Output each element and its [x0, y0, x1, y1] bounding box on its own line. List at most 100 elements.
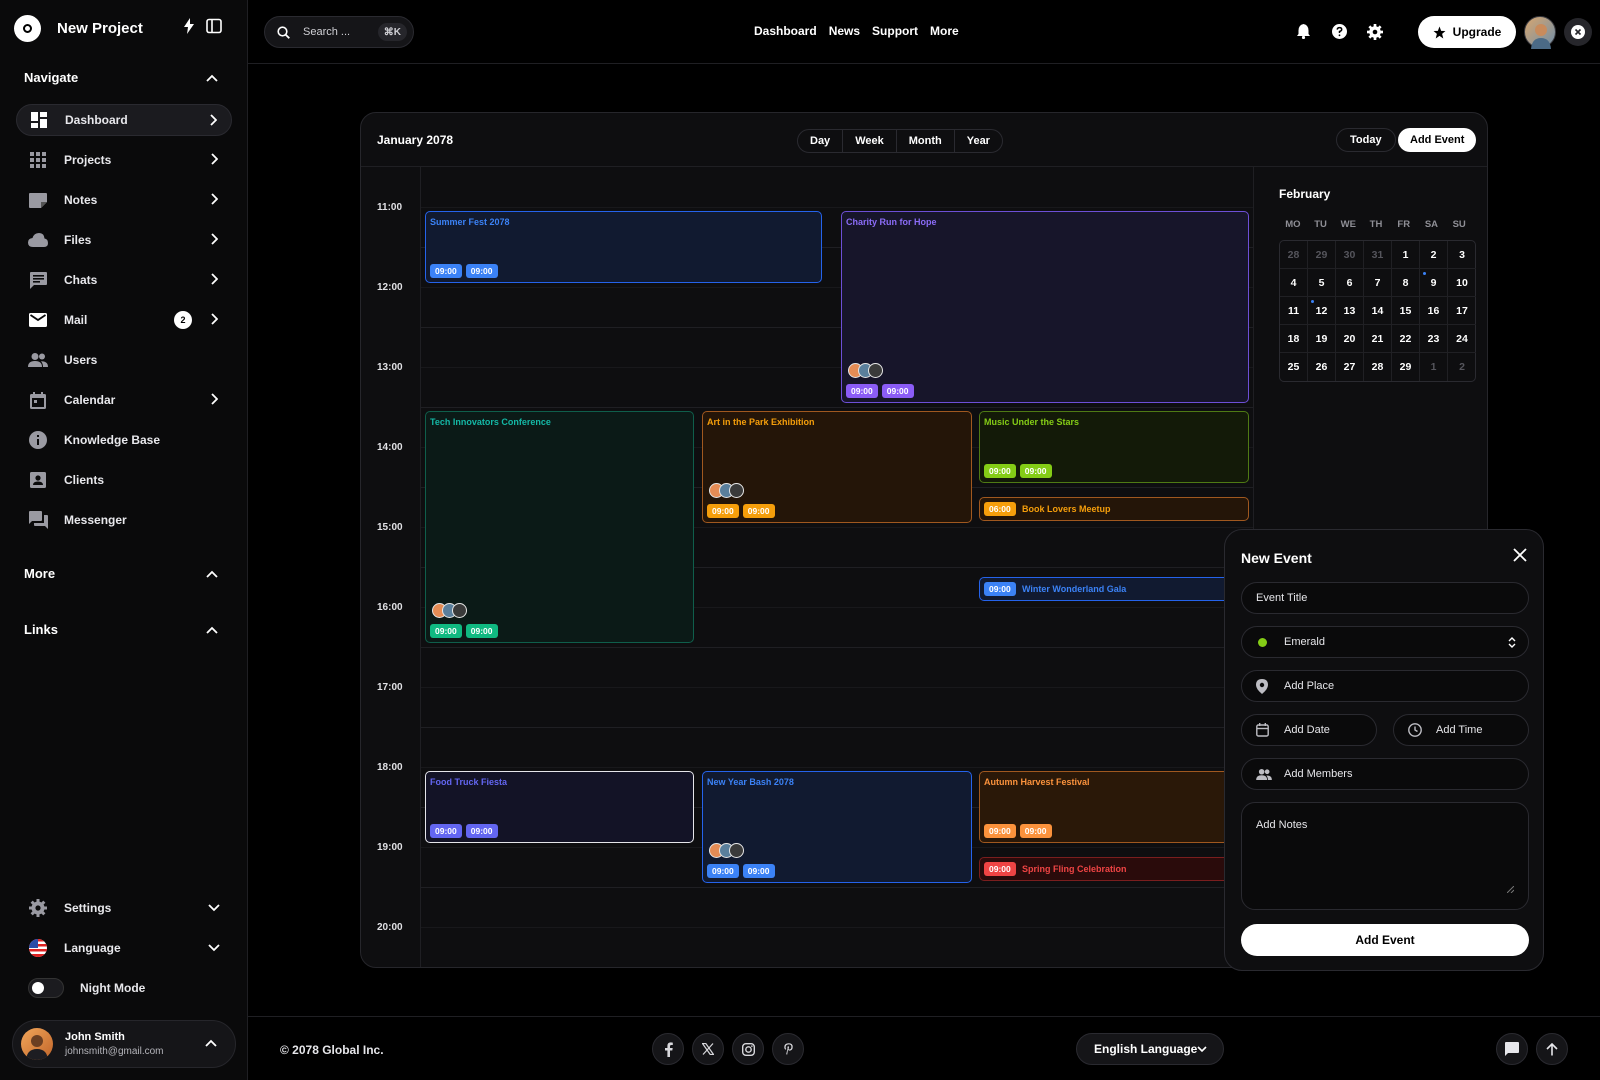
sidebar-item-chats[interactable]: Chats [16, 264, 232, 296]
day-cell[interactable]: 13 [1336, 297, 1364, 325]
language-item[interactable]: Language [28, 938, 220, 958]
day-cell[interactable]: 21 [1364, 325, 1392, 353]
day-cell[interactable]: 20 [1336, 325, 1364, 353]
event-card[interactable]: Charity Run for Hope 09:00 09:00 [841, 211, 1249, 403]
day-cell[interactable]: 18 [1280, 325, 1308, 353]
day-cell[interactable]: 30 [1336, 241, 1364, 269]
day-cell[interactable]: 31 [1364, 241, 1392, 269]
color-select[interactable]: Emerald [1241, 626, 1529, 658]
day-cell[interactable]: 12 [1308, 297, 1336, 325]
day-cell[interactable]: 17 [1448, 297, 1476, 325]
night-mode-item[interactable]: Night Mode [28, 978, 220, 998]
night-mode-toggle[interactable] [28, 978, 64, 998]
user-card[interactable]: John Smith johnsmith@gmail.com [12, 1020, 236, 1068]
tab-day[interactable]: Day [798, 130, 844, 152]
day-cell[interactable]: 23 [1420, 325, 1448, 353]
day-cell[interactable]: 24 [1448, 325, 1476, 353]
gear-icon[interactable] [1367, 24, 1383, 40]
day-cell[interactable]: 4 [1280, 269, 1308, 297]
event-card[interactable]: Music Under the Stars 09:00 09:00 [979, 411, 1249, 483]
event-title-input[interactable]: Event Title [1241, 582, 1529, 614]
day-cell[interactable]: 19 [1308, 325, 1336, 353]
tab-week[interactable]: Week [843, 130, 897, 152]
avatar[interactable] [1524, 16, 1556, 49]
event-card[interactable]: 09:00 Winter Wonderland Gala [979, 577, 1249, 601]
links-section-header[interactable]: Links [24, 622, 224, 637]
day-cell[interactable]: 29 [1392, 353, 1420, 381]
day-cell[interactable]: 3 [1448, 241, 1476, 269]
scroll-top-button[interactable] [1536, 1033, 1568, 1065]
navigate-section-header[interactable]: Navigate [24, 70, 224, 85]
sidebar-item-files[interactable]: Files [16, 224, 232, 256]
event-card[interactable]: Summer Fest 2078 09:00 09:00 [425, 211, 822, 283]
chat-button[interactable] [1496, 1033, 1528, 1065]
day-cell[interactable]: 14 [1364, 297, 1392, 325]
sidebar-item-knowledge-base[interactable]: Knowledge Base [16, 424, 232, 456]
day-cell[interactable]: 9 [1420, 269, 1448, 297]
pinterest-link[interactable] [772, 1033, 804, 1065]
day-cell[interactable]: 5 [1308, 269, 1336, 297]
bell-icon[interactable] [1297, 24, 1310, 39]
help-icon[interactable] [1332, 24, 1347, 39]
day-cell[interactable]: 22 [1392, 325, 1420, 353]
sidebar-item-users[interactable]: Users [16, 344, 232, 376]
day-cell[interactable]: 8 [1392, 269, 1420, 297]
sidebar-item-mail[interactable]: Mail 2 [16, 304, 232, 336]
instagram-link[interactable] [732, 1033, 764, 1065]
day-cell[interactable]: 11 [1280, 297, 1308, 325]
today-button[interactable]: Today [1336, 128, 1396, 152]
day-cell[interactable]: 2 [1459, 361, 1465, 373]
day-cell[interactable]: 1 [1420, 353, 1448, 381]
top-nav-more[interactable]: More [930, 24, 959, 38]
logo[interactable] [14, 14, 41, 42]
sidebar-item-notes[interactable]: Notes [16, 184, 232, 216]
add-event-button[interactable]: Add Event [1398, 128, 1477, 152]
event-card[interactable]: Art in the Park Exhibition 09:00 09:00 [702, 411, 972, 523]
event-card[interactable]: Food Truck Fiesta 09:00 09:00 [425, 771, 694, 843]
top-nav-support[interactable]: Support [872, 24, 919, 38]
add-event-submit-button[interactable]: Add Event [1241, 924, 1529, 956]
day-cell[interactable]: 7 [1364, 269, 1392, 297]
day-cell[interactable]: 29 [1308, 241, 1336, 269]
day-cell[interactable]: 28 [1364, 353, 1392, 381]
members-input[interactable]: Add Members [1241, 758, 1529, 790]
event-card[interactable]: New Year Bash 2078 09:00 09:00 [702, 771, 972, 883]
event-card[interactable]: Autumn Harvest Festival 09:00 09:00 [979, 771, 1249, 843]
upgrade-button[interactable]: Upgrade [1418, 16, 1516, 48]
x-link[interactable] [692, 1033, 724, 1065]
place-input[interactable]: Add Place [1241, 670, 1529, 702]
day-cell[interactable]: 2 [1420, 241, 1448, 269]
day-cell[interactable]: 6 [1336, 269, 1364, 297]
day-cell[interactable]: 27 [1336, 353, 1364, 381]
day-cell[interactable]: 1 [1392, 241, 1420, 269]
event-card[interactable]: 09:00 Spring Fling Celebration [979, 857, 1249, 881]
top-nav-news[interactable]: News [828, 24, 861, 38]
more-section-header[interactable]: More [24, 566, 224, 581]
sidebar-item-calendar[interactable]: Calendar [16, 384, 232, 416]
close-icon[interactable] [1513, 548, 1527, 562]
date-input[interactable]: Add Date [1241, 714, 1377, 746]
sidebar-item-messenger[interactable]: Messenger [16, 504, 232, 536]
tab-year[interactable]: Year [966, 135, 990, 147]
day-cell[interactable]: 28 [1280, 241, 1308, 269]
day-cell[interactable]: 25 [1280, 353, 1308, 381]
sidebar-item-dashboard[interactable]: Dashboard [16, 104, 232, 136]
sidebar-item-clients[interactable]: Clients [16, 464, 232, 496]
day-cell[interactable]: 26 [1308, 353, 1336, 381]
day-cell[interactable]: 16 [1420, 297, 1448, 325]
day-cell[interactable]: 10 [1448, 269, 1476, 297]
day-cell[interactable]: 15 [1392, 297, 1420, 325]
sidebar-item-projects[interactable]: Projects [16, 144, 232, 176]
event-card[interactable]: Tech Innovators Conference 09:00 09:00 [425, 411, 694, 643]
bolt-icon[interactable] [182, 18, 196, 34]
tab-month[interactable]: Month [897, 130, 955, 152]
facebook-link[interactable] [652, 1033, 684, 1065]
time-input[interactable]: Add Time [1393, 714, 1529, 746]
resize-handle-icon[interactable] [1507, 886, 1514, 893]
settings-item[interactable]: Settings [28, 898, 220, 918]
close-button[interactable] [1564, 18, 1592, 46]
footer-language-select[interactable]: English Language [1076, 1033, 1224, 1065]
notes-textarea[interactable]: Add Notes [1241, 802, 1529, 910]
event-card[interactable]: 06:00 Book Lovers Meetup [979, 497, 1249, 521]
top-nav-dashboard[interactable]: Dashboard [754, 24, 817, 38]
